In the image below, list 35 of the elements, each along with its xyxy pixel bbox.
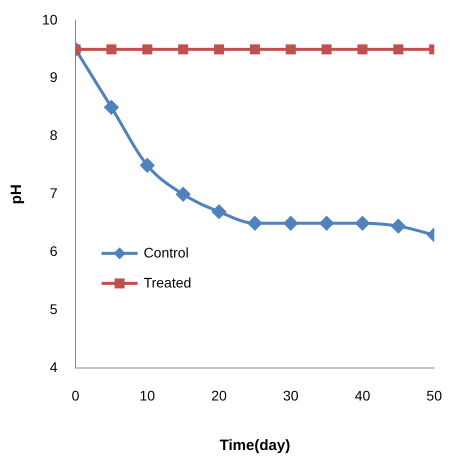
point	[355, 216, 370, 230]
y-tick-label: 7	[50, 185, 58, 202]
legend-label: Treated	[144, 274, 192, 290]
point	[286, 44, 296, 54]
y-tick-label: 4	[50, 359, 58, 376]
x-tick-label: 50	[426, 387, 442, 404]
x-tick-label: 20	[211, 387, 228, 404]
point	[214, 44, 224, 54]
x-tick-label: 40	[354, 387, 370, 404]
x-tick-label: 30	[282, 387, 299, 404]
y-tick-label: 9	[50, 69, 58, 86]
x-axis-title: Time(day)	[220, 437, 290, 454]
y-axis-title: pH	[8, 184, 26, 204]
y-tick-label: 5	[50, 301, 58, 318]
point	[391, 219, 406, 234]
y-tick-label: 6	[50, 243, 58, 260]
point	[320, 216, 334, 230]
point	[178, 44, 188, 54]
point	[212, 204, 226, 219]
point	[140, 158, 154, 172]
point	[250, 44, 260, 54]
y-tick-label: 10	[42, 11, 58, 28]
point	[322, 44, 332, 54]
point	[357, 44, 368, 54]
point	[393, 44, 404, 54]
x-tick-label: 0	[72, 387, 80, 404]
x-tick-label: 10	[140, 387, 156, 404]
point	[248, 216, 262, 230]
point	[106, 44, 116, 54]
point	[142, 44, 152, 54]
legend-label: Control	[144, 244, 189, 260]
point	[104, 100, 118, 114]
y-tick-label: 8	[50, 127, 58, 144]
point	[284, 216, 298, 230]
point	[176, 187, 190, 202]
